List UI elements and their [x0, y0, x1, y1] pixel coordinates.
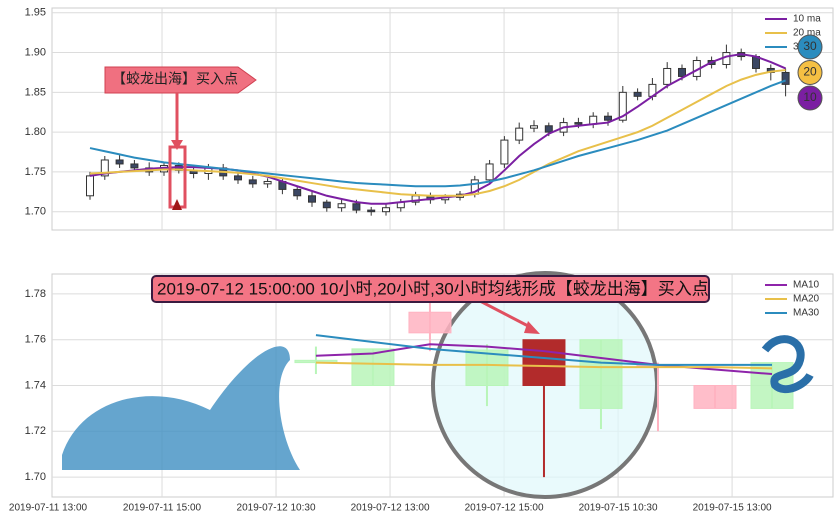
- x-tick-label: 2019-07-12 10:30: [237, 503, 316, 514]
- candle-body: [693, 385, 737, 409]
- candle-body: [86, 175, 94, 197]
- candle-body: [663, 67, 672, 85]
- badge-label: 30: [803, 39, 817, 53]
- annotation-text: 2019-07-12 15:00:00 10小时,20小时,30小时均线形成【蛟…: [157, 279, 709, 298]
- dragon-decoration: [761, 335, 814, 394]
- candle-body: [248, 179, 257, 185]
- legend-label: 20 ma: [793, 28, 821, 39]
- wave-decoration: [62, 346, 300, 470]
- candle-body: [633, 91, 642, 97]
- candle-body: [308, 195, 316, 203]
- buy-marker: [172, 199, 182, 210]
- badge-label: 10: [803, 90, 817, 104]
- y-tick-label: 1.85: [25, 86, 46, 98]
- candle-body: [579, 339, 623, 409]
- x-tick-label: 2019-07-15 10:30: [579, 503, 658, 514]
- y-tick-label: 1.80: [25, 126, 46, 138]
- ma-line: [315, 361, 773, 370]
- candle-body: [574, 122, 583, 125]
- y-tick-label: 1.72: [25, 425, 46, 437]
- ma-line: [89, 69, 786, 197]
- x-tick-label: 2019-07-11 13:00: [9, 503, 88, 514]
- legend-label: MA30: [793, 308, 820, 319]
- candle-body: [293, 188, 302, 197]
- candle-body: [294, 359, 338, 364]
- x-tick-label: 2019-07-12 15:00: [465, 503, 544, 514]
- y-tick-label: 1.76: [25, 334, 46, 346]
- arrow-head: [171, 140, 183, 150]
- candle-body: [130, 163, 139, 169]
- candle-body: [618, 91, 627, 121]
- candle-body: [544, 125, 553, 133]
- annotation-text: 【蛟龙出海】买入点: [112, 71, 238, 87]
- candle-body: [382, 207, 390, 213]
- ma-line: [315, 334, 773, 366]
- x-tick-label: 2019-07-11 15:00: [123, 503, 202, 514]
- annotation-box: [104, 66, 257, 94]
- candle-body: [530, 125, 538, 129]
- y-tick-label: 1.74: [25, 379, 46, 391]
- candle-body: [678, 67, 686, 77]
- y-tick-label: 1.70: [25, 206, 46, 218]
- candle-body: [465, 349, 509, 387]
- candle-body: [522, 339, 566, 386]
- badge: [797, 60, 823, 85]
- candle-body: [408, 311, 452, 334]
- candle-body: [100, 159, 109, 177]
- candle-body: [322, 201, 331, 209]
- x-tick-label: 2019-07-15 13:00: [693, 503, 772, 514]
- legend-label: MA10: [793, 280, 820, 291]
- candle-body: [367, 209, 376, 213]
- x-tick-label: 2019-07-12 13:00: [351, 503, 430, 514]
- candle-body: [115, 159, 124, 165]
- ma-line: [89, 79, 786, 188]
- candle-body: [604, 115, 612, 121]
- y-tick-label: 1.90: [25, 46, 46, 58]
- candle-body: [263, 180, 272, 185]
- candle-body: [781, 71, 790, 85]
- top-frame: [51, 7, 834, 231]
- annotation-box: [151, 275, 710, 303]
- candle-body: [500, 139, 509, 165]
- y-tick-label: 1.70: [25, 471, 46, 483]
- arrow-head: [524, 321, 540, 334]
- candle-body: [337, 203, 346, 209]
- badge: [797, 34, 823, 60]
- legend-label: MA20: [793, 294, 820, 305]
- candle-body: [515, 127, 524, 141]
- y-tick-label: 1.78: [25, 288, 46, 300]
- candle-body: [234, 175, 242, 181]
- badge-label: 20: [803, 65, 817, 79]
- badge: [797, 85, 823, 111]
- candle-body: [352, 203, 361, 211]
- y-tick-label: 1.95: [25, 7, 46, 19]
- legend-label: 10 ma: [793, 14, 821, 25]
- candle-body: [485, 163, 494, 181]
- y-tick-label: 1.75: [25, 166, 46, 178]
